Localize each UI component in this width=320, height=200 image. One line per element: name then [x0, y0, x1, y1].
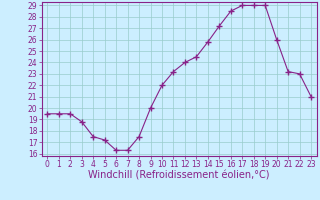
- X-axis label: Windchill (Refroidissement éolien,°C): Windchill (Refroidissement éolien,°C): [88, 171, 270, 181]
